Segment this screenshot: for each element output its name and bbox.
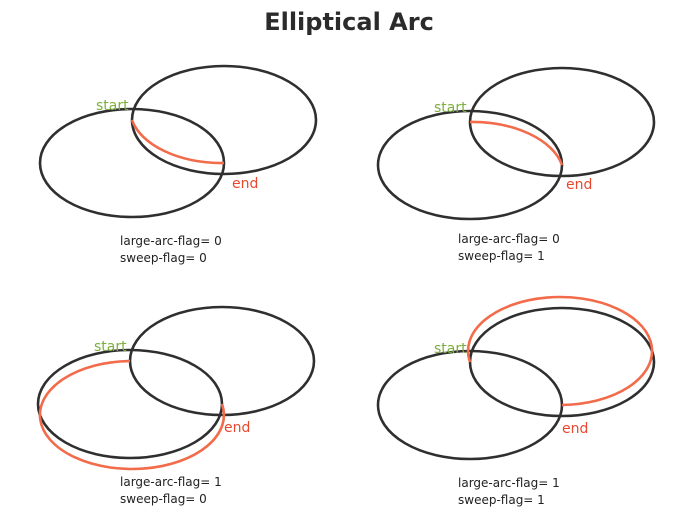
- highlighted-arc: [469, 120, 564, 166]
- large-arc-flag-label: large-arc-flag= 0: [458, 232, 560, 246]
- start-label: start: [434, 341, 467, 357]
- large-arc-flag-label: large-arc-flag= 1: [458, 476, 560, 490]
- sweep-flag-label: sweep-flag= 1: [458, 249, 545, 263]
- end-label: end: [224, 420, 250, 436]
- large-arc-flag-label: large-arc-flag= 1: [120, 475, 222, 489]
- panel-2: start end large-arc-flag= 0 sweep-flag= …: [376, 66, 656, 263]
- end-label: end: [566, 177, 592, 193]
- highlighted-arc: [130, 119, 225, 165]
- start-label: start: [94, 339, 127, 355]
- panel-3: start end large-arc-flag= 1 sweep-flag= …: [36, 305, 316, 506]
- end-label: end: [232, 176, 258, 192]
- panel-1: start end large-arc-flag= 0 sweep-flag= …: [38, 64, 318, 265]
- start-label: start: [434, 100, 467, 116]
- sweep-flag-label: sweep-flag= 0: [120, 251, 207, 265]
- sweep-flag-label: sweep-flag= 1: [458, 493, 545, 507]
- highlighted-arc: [38, 359, 226, 471]
- start-label: start: [96, 98, 129, 114]
- sweep-flag-label: sweep-flag= 0: [120, 492, 207, 506]
- highlighted-arc: [466, 295, 654, 407]
- end-label: end: [562, 421, 588, 437]
- panel-4: start end large-arc-flag= 1 sweep-flag= …: [376, 295, 656, 507]
- diagram-title: Elliptical Arc: [264, 8, 434, 36]
- large-arc-flag-label: large-arc-flag= 0: [120, 234, 222, 248]
